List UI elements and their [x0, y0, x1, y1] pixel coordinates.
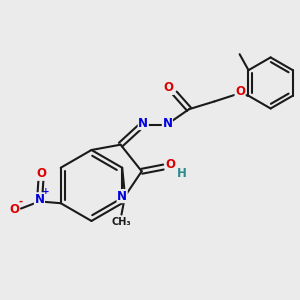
Text: O: O [37, 167, 46, 180]
Text: H: H [176, 167, 186, 180]
Text: O: O [164, 81, 173, 94]
Text: O: O [9, 203, 19, 217]
Text: O: O [165, 158, 175, 171]
Text: O: O [235, 85, 245, 98]
Text: +: + [42, 187, 50, 196]
Text: N: N [162, 116, 172, 130]
Text: -: - [18, 196, 22, 206]
Text: N: N [138, 116, 148, 130]
Text: CH₃: CH₃ [112, 218, 131, 227]
Text: N: N [117, 190, 127, 202]
Text: N: N [34, 193, 44, 206]
